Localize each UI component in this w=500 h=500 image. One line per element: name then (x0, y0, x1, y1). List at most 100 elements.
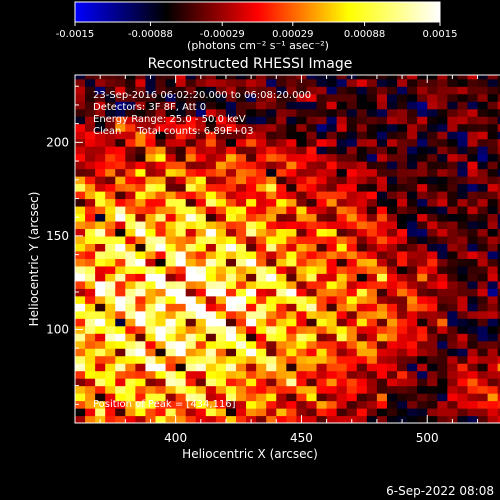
heatmap-cell (306, 78, 318, 87)
heatmap-cell (397, 101, 408, 110)
heatmap-cell (276, 153, 287, 162)
heatmap-cell (215, 303, 227, 312)
heatmap-cell (115, 191, 126, 200)
heatmap-cell (386, 265, 398, 274)
heatmap-cell (165, 86, 177, 95)
heatmap-cell (95, 273, 106, 282)
heatmap-cell (205, 355, 217, 364)
heatmap-cell (75, 161, 86, 170)
heatmap-cell (487, 370, 499, 379)
heatmap-cell (105, 93, 116, 102)
heatmap-cell (346, 123, 358, 132)
heatmap-cell (246, 146, 257, 155)
heatmap-cell (276, 280, 287, 289)
heatmap-cell (356, 205, 368, 215)
heatmap-cell (497, 400, 500, 409)
heatmap-cell (95, 198, 106, 207)
heatmap-cell (497, 408, 500, 417)
heatmap-cell (145, 153, 157, 162)
heatmap-cell (95, 250, 106, 259)
heatmap-cell (145, 213, 157, 222)
heatmap-cell (125, 295, 136, 304)
heatmap-cell (205, 75, 217, 80)
heatmap-cell (105, 131, 116, 140)
heatmap-cell (266, 183, 277, 192)
heatmap-cell (336, 400, 348, 409)
heatmap-cell (407, 101, 418, 110)
heatmap-cell (326, 78, 338, 87)
heatmap-cell (236, 355, 247, 364)
heatmap-cell (85, 385, 96, 394)
heatmap-cell (205, 273, 217, 282)
heatmap-cell (487, 138, 499, 147)
heatmap-cell (376, 78, 388, 87)
heatmap-cell (125, 243, 136, 252)
heatmap-cell (125, 168, 136, 177)
heatmap-cell (427, 191, 438, 200)
heatmap-cell (306, 168, 318, 177)
heatmap-cell (246, 78, 257, 87)
heatmap-cell (346, 250, 358, 259)
heatmap-cell (95, 303, 106, 312)
heatmap-cell (306, 393, 318, 402)
heatmap-cell (135, 258, 147, 267)
heatmap-cell (447, 303, 459, 312)
heatmap-cell (417, 213, 428, 222)
heatmap-cell (497, 333, 500, 342)
heatmap-cell (215, 340, 227, 349)
heatmap-cell (316, 108, 328, 117)
heatmap-cell (376, 191, 388, 200)
heatmap-cell (115, 378, 126, 387)
heatmap-cell (417, 131, 428, 140)
heatmap-cell (145, 123, 157, 132)
heatmap-cell (326, 393, 338, 402)
heatmap-cell (105, 288, 116, 297)
heatmap-cell (497, 280, 500, 289)
heatmap-cell (225, 250, 237, 259)
heatmap-cell (487, 191, 499, 200)
heatmap-cell (467, 318, 479, 327)
heatmap-cell (286, 273, 298, 282)
heatmap-cell (195, 340, 207, 349)
heatmap-cell (407, 146, 418, 155)
heatmap-cell (276, 415, 287, 423)
heatmap-cell (236, 250, 247, 259)
heatmap-cell (346, 355, 358, 364)
heatmap-cell (246, 191, 257, 200)
heatmap-cell (175, 191, 187, 200)
heatmap-cell (356, 393, 368, 402)
heatmap-cell (316, 408, 328, 417)
heatmap-cell (145, 205, 157, 215)
heatmap-cell (487, 78, 499, 87)
heatmap-cell (125, 116, 136, 125)
heatmap-cell (346, 235, 358, 244)
heatmap-cell (266, 198, 277, 207)
heatmap-cell (195, 355, 207, 364)
heatmap-cell (407, 131, 418, 140)
heatmap-cell (397, 363, 408, 372)
heatmap-cell (467, 108, 479, 117)
heatmap-cell (175, 86, 187, 95)
heatmap-cell (386, 243, 398, 252)
heatmap-cell (457, 86, 469, 95)
heatmap-cell (175, 318, 187, 327)
heatmap-cell (467, 385, 479, 394)
heatmap-cell (155, 333, 167, 342)
heatmap-cell (185, 176, 197, 185)
heatmap-cell (85, 138, 96, 147)
heatmap-cell (286, 191, 298, 200)
heatmap-cell (175, 363, 187, 372)
heatmap-cell (125, 138, 136, 147)
heatmap-cell (266, 280, 277, 289)
heatmap-cell (105, 303, 116, 312)
heatmap-cell (205, 393, 217, 402)
colorbar-tick-label: -0.00029 (200, 29, 245, 40)
heatmap-cell (205, 385, 217, 394)
heatmap-cell (85, 265, 96, 274)
heatmap-cell (316, 123, 328, 132)
heatmap-cell (326, 408, 338, 417)
heatmap-cell (356, 288, 368, 297)
heatmap-cell (205, 370, 217, 379)
heatmap-cell (497, 340, 500, 349)
heatmap-cell (487, 378, 499, 387)
